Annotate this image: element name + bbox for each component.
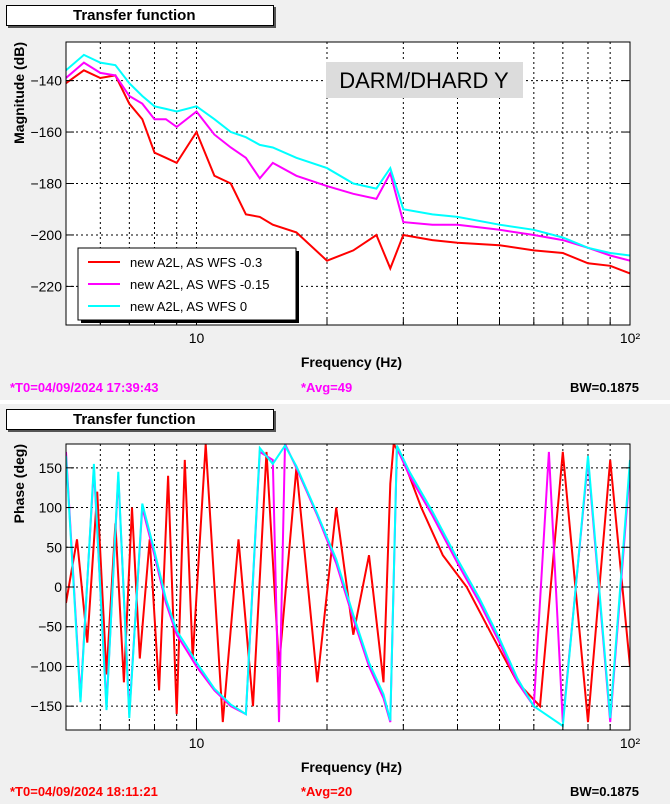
annotation-text: DARM/DHARD Y [339,68,509,93]
phase-chart: 150 100 50 0 −50 −100 −150 10 10² Frequency (Hz) P… [11,443,641,775]
y-tick-label: 100 [39,500,63,516]
bandwidth-label: BW=0.1875 [570,784,640,799]
x-tick-label: 10² [620,330,641,346]
panel-separator [0,400,670,404]
x-axis-label: Frequency (Hz) [301,759,402,775]
y-tick-label: −180 [30,176,62,192]
y-tick-label: −100 [30,658,62,674]
magnitude-chart: −140 −160 −180 −200 −220 10 10² Frequency (Hz) M… [11,41,641,370]
x-tick-label: 10 [189,330,205,346]
legend-entry: new A2L, AS WFS 0 [130,299,247,314]
y-tick-label: −50 [38,619,62,635]
annotation-box [326,62,523,98]
legend-entry: new A2L, AS WFS -0.15 [130,277,269,292]
series-line-1 [66,69,630,275]
series-line-3 [66,444,630,728]
y-tick-label: −150 [30,698,62,714]
y-tick-label: 150 [39,460,63,476]
y-tick-label: −220 [30,278,62,294]
x-axis-label: Frequency (Hz) [301,354,402,370]
y-tick-label: −140 [30,73,62,89]
series-line-3 [66,53,630,257]
y-tick-label: 0 [54,579,62,595]
y-tick-label: −200 [30,227,62,243]
y-tick-label: −160 [30,124,62,140]
avg-label: *Avg=49 [301,380,353,395]
legend-entry: new A2L, AS WFS -0.3 [130,255,262,270]
avg-label: *Avg=20 [301,784,353,799]
bandwidth-label: BW=0.1875 [570,380,640,395]
series-line-2 [66,61,630,262]
panel-title: Transfer function [6,409,274,430]
y-tick-label: 50 [46,539,62,555]
panel-title: Transfer function [6,5,274,26]
y-axis-label: Phase (deg) [11,444,27,523]
plot-area [66,444,630,730]
series-line-1 [66,444,630,723]
t0-label: *T0=04/09/2024 18:11:21 [10,784,158,799]
t0-label: *T0=04/09/2024 17:39:43 [10,380,159,395]
y-axis-label: Magnitude (dB) [11,42,27,144]
x-tick-label: 10² [620,735,641,751]
x-tick-label: 10 [189,735,205,751]
